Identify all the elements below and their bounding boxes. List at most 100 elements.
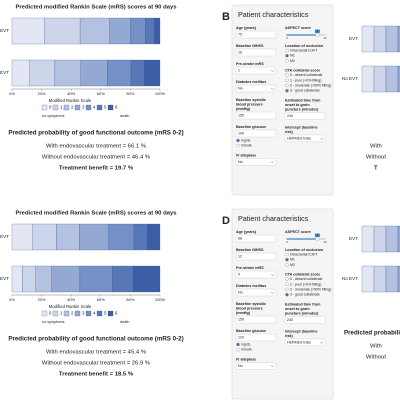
radio-button[interactable]: [285, 277, 289, 281]
bar-segment-cropped: [397, 25, 400, 53]
slider-value-badge: [314, 29, 320, 34]
bar-segment: [130, 17, 146, 45]
field-label: CTA collateral score: [285, 69, 320, 73]
bar-segment: [133, 265, 161, 293]
bar-segment: [11, 17, 45, 45]
slider-value-badge: [314, 233, 320, 238]
select-box[interactable]: [235, 270, 277, 279]
radio-button[interactable]: [236, 348, 240, 352]
input-box[interactable]: [284, 316, 326, 324]
select-box[interactable]: [235, 362, 277, 370]
select-box[interactable]: [235, 288, 277, 297]
bar-segment: [29, 59, 56, 87]
field-label: Baseline NIHSS: [236, 248, 264, 252]
legend-swatch: [96, 104, 103, 111]
bar-segment-cropped: [373, 265, 387, 293]
field-label: onset to groin: [285, 307, 310, 311]
select-box[interactable]: [284, 338, 326, 347]
field-label: IV alteplase: [236, 153, 256, 157]
field-label: onset to groin: [285, 103, 310, 107]
legend-swatch: [52, 310, 59, 317]
slider-min: 0: [286, 36, 288, 40]
bar-segment: [35, 265, 52, 293]
bar-segment-cropped: [397, 225, 400, 253]
select-box[interactable]: [284, 134, 326, 143]
input-box[interactable]: [235, 48, 277, 57]
legend-end-label: no symptoms: [42, 320, 65, 324]
radio-button[interactable]: [285, 263, 289, 267]
radio-button[interactable]: [285, 89, 289, 93]
input-box[interactable]: [235, 333, 277, 342]
bar-segment: [144, 59, 161, 87]
field-label: (mmHg): [236, 107, 251, 111]
radio-button[interactable]: [236, 342, 240, 347]
legend-end-label: death: [120, 320, 130, 324]
cropped-panels: EVT No EVT With Without T EVT No EVT Predicted …: [342, 25, 400, 361]
field-value: HERMES trials: [287, 341, 311, 345]
radio-button[interactable]: [285, 48, 289, 53]
slider-handle[interactable]: [315, 237, 320, 241]
field-label: IV alteplase: [236, 357, 256, 361]
legend-title: Modified Rankin Scale: [49, 98, 92, 103]
radio-button[interactable]: [285, 252, 289, 257]
radio-button[interactable]: [236, 138, 240, 143]
select-box[interactable]: [235, 84, 277, 93]
category-label: No EVT: [0, 276, 9, 281]
field-label: Intercept (baseline: [285, 125, 318, 129]
slider-handle[interactable]: [315, 33, 320, 37]
panel-label: B: [222, 11, 230, 23]
input-box[interactable]: [235, 129, 277, 138]
outcome-without: Without: [366, 355, 386, 361]
radio-button[interactable]: [285, 258, 289, 262]
select-arrow: [270, 365, 275, 368]
input-box[interactable]: [235, 30, 277, 39]
x-tick-label: 0%: [9, 297, 15, 302]
radio-button[interactable]: [236, 144, 240, 148]
radio-button[interactable]: [285, 73, 289, 77]
select-box[interactable]: [235, 158, 277, 166]
input-box[interactable]: [235, 252, 277, 261]
input-box[interactable]: [284, 112, 326, 120]
field-label: Estimated time from: [285, 98, 321, 102]
field-label: blood pressure: [236, 102, 263, 106]
input-box[interactable]: [235, 315, 277, 324]
radio-button[interactable]: [285, 59, 289, 63]
radio-button[interactable]: [285, 54, 289, 58]
input-box[interactable]: [235, 111, 277, 120]
bar-segment: [145, 17, 155, 45]
field-label: Pre-stroke mRS: [236, 266, 264, 270]
field-value: No: [238, 160, 243, 164]
category-label: EVT: [0, 234, 9, 239]
chart-title: Predicted modified Rankin Scale (mRS) sc…: [15, 211, 177, 217]
radio-button[interactable]: [285, 287, 289, 292]
bar-segment: [51, 265, 81, 293]
x-tick-label: 40%: [67, 91, 75, 96]
bar-segment: [130, 59, 145, 87]
radio-button[interactable]: [285, 78, 289, 82]
slider-value: 8: [317, 29, 319, 33]
radio-button[interactable]: [285, 83, 289, 88]
field-value: 12: [238, 255, 242, 259]
radio-label: 0 - absent collaterals: [290, 73, 323, 77]
select-arrow: [270, 273, 275, 276]
bar-segment-cropped: [361, 225, 375, 253]
field-label: puncture (minutes): [285, 311, 319, 315]
radio-button[interactable]: [285, 293, 289, 297]
outcome-benefit: Treatment benefit = 18.5 %: [59, 372, 134, 378]
field-label: Age (years): [236, 230, 257, 234]
field-label: Baseline glucose: [236, 125, 266, 129]
field-label: Age (years): [236, 26, 257, 30]
x-tick-label: 60%: [97, 91, 105, 96]
panel-label: D: [222, 215, 230, 227]
legend-swatch: [63, 310, 70, 317]
field-value: No: [238, 364, 243, 368]
x-tick-label: 80%: [126, 297, 134, 302]
input-box[interactable]: [235, 234, 277, 243]
field-label: Estimated time from: [285, 302, 321, 306]
bar-segment: [11, 59, 30, 87]
select-box[interactable]: [235, 66, 277, 75]
bar-segment: [44, 17, 81, 45]
field-label: Baseline systolic: [236, 302, 266, 306]
radio-button[interactable]: [285, 282, 289, 286]
outcome-benefit: Treatment benefit = 19.7 %: [59, 166, 134, 172]
